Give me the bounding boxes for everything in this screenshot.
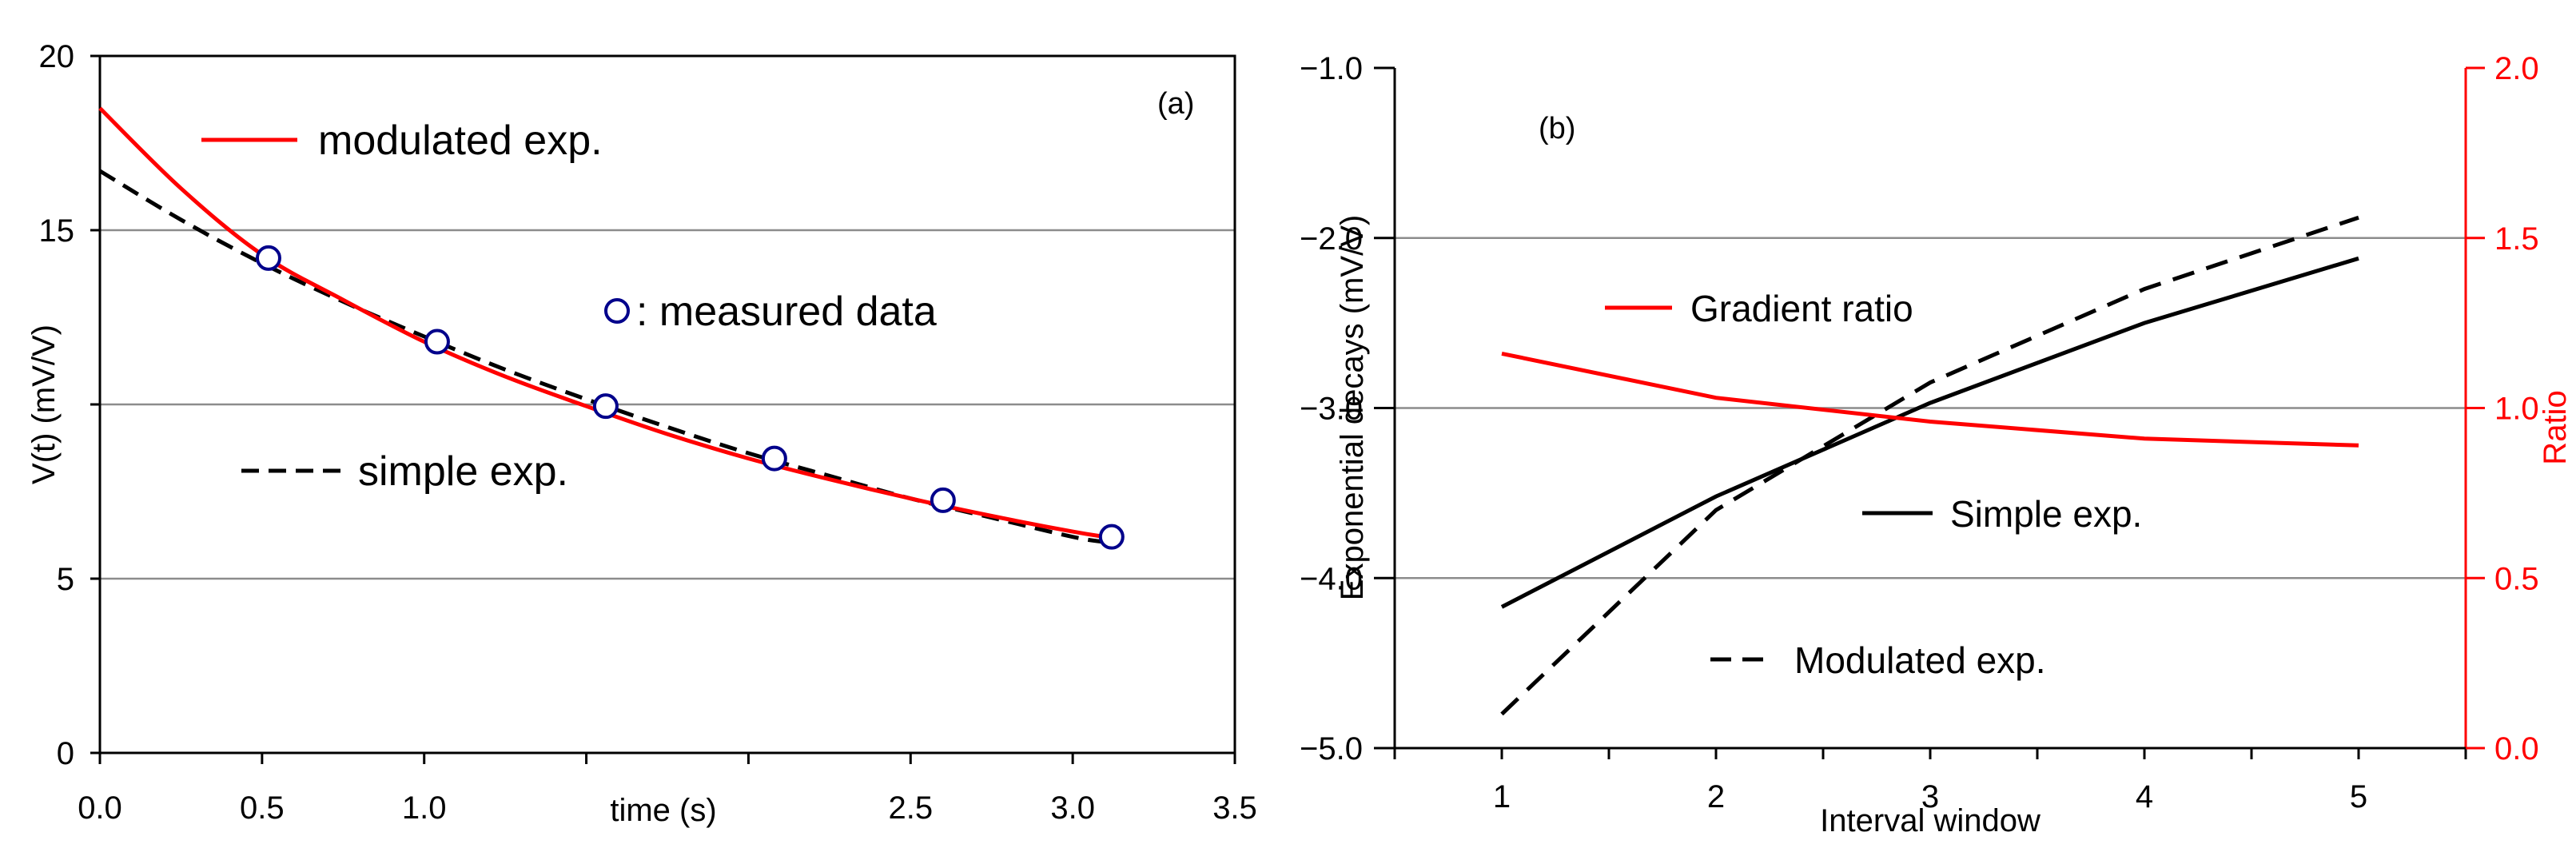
b-y2-ticks: 0.0 0.5 1.0 1.5 2.0 — [2466, 51, 2539, 766]
a-x-tick-label: 0.5 — [240, 790, 285, 826]
a-legend-modulated-label: modulated exp. — [318, 117, 603, 164]
b-y-tick-label: −4.0 — [1300, 561, 1363, 596]
b-y2-tick-label: 2.0 — [2494, 51, 2539, 86]
a-legend-simple-label: simple exp. — [358, 448, 568, 495]
b-y2-axis-label: Ratio — [2538, 390, 2573, 464]
b-y-tick-label: −3.0 — [1300, 392, 1363, 427]
b-panel-label: (b) — [1539, 112, 1575, 145]
a-x-axis-label: time (s) — [610, 793, 716, 828]
a-measured-point — [592, 393, 619, 420]
a-y-tick-label: 20 — [39, 39, 75, 74]
a-panel-label: (a) — [1157, 87, 1194, 121]
b-x-tick-label: 4 — [2136, 779, 2153, 814]
b-series-gradient-ratio-line — [1501, 351, 2359, 448]
b-y2-tick-label: 1.0 — [2494, 392, 2539, 427]
b-y-ticks: −5.0 −4.0 −3.0 −2.0 −1.0 — [1300, 51, 1395, 766]
b-legend-modulated-label: Modulated exp. — [1794, 639, 2046, 681]
a-series-layer — [98, 106, 1125, 550]
b-series-layer — [1500, 215, 2359, 716]
b-y-axis-label: Exponential decays (mV/V) — [1335, 215, 1370, 600]
a-measured-point — [761, 445, 787, 472]
b-x-tick-label: 5 — [2350, 779, 2367, 814]
a-measured-point — [424, 328, 450, 355]
b-x-tick-label: 3 — [1921, 779, 1939, 814]
b-x-tick-label: 2 — [1707, 779, 1725, 814]
a-y-tick-label: 0 — [57, 736, 74, 771]
a-y-ticks: 0 5 15 20 — [39, 39, 100, 771]
a-x-tick-label: 3.5 — [1212, 790, 1257, 826]
b-y-tick-label: −1.0 — [1300, 51, 1363, 86]
a-measured-point — [1098, 524, 1125, 550]
a-y-tick-label: 5 — [57, 562, 74, 597]
b-x-ticks: 1 2 3 4 5 — [1393, 748, 2467, 814]
chart-panel-a: 0.0 0.5 1.0 2.5 3.0 3.5 0 5 15 20 (a) time (s) V… — [26, 39, 1257, 828]
b-y-tick-label: −2.0 — [1300, 221, 1363, 257]
a-x-tick-label: 2.5 — [888, 790, 933, 826]
b-y-tick-label: −5.0 — [1300, 731, 1363, 766]
b-gridlines — [1395, 237, 2466, 579]
b-x-tick-label: 1 — [1493, 779, 1511, 814]
a-simple-exp-line — [98, 169, 1106, 544]
a-legend-measured-label: : measured data — [636, 289, 937, 335]
a-y-axis-label: V(t) (mV/V) — [26, 325, 62, 484]
a-x-ticks: 0.0 0.5 1.0 2.5 3.0 3.5 — [78, 753, 1257, 826]
b-y2-tick-label: 0.5 — [2494, 561, 2539, 596]
a-gridlines — [100, 229, 1235, 580]
b-series-simple-exp-line — [1500, 256, 2359, 609]
b-legend-simple-label: Simple exp. — [1950, 493, 2142, 535]
chart-panel-b: 1 2 3 4 5 −5.0 −4.0 −3.0 −2.0 −1.0 0.0 0.5 1.0 1.5 2… — [1300, 51, 2573, 838]
b-legend-gradient-label: Gradient ratio — [1690, 288, 1913, 329]
a-measured-point — [255, 245, 281, 271]
b-y2-tick-label: 1.5 — [2494, 221, 2539, 257]
a-y-tick-label: 15 — [39, 213, 75, 249]
a-x-tick-label: 3.0 — [1050, 790, 1095, 826]
a-legend-measured-marker — [604, 298, 630, 324]
a-x-tick-label: 1.0 — [402, 790, 447, 826]
b-y2-tick-label: 0.0 — [2494, 731, 2539, 766]
a-x-tick-label: 0.0 — [78, 790, 122, 826]
b-x-axis-label: Interval window — [1820, 803, 2040, 838]
b-series-modulated-exp-line — [1500, 215, 2359, 716]
a-measured-point — [930, 487, 956, 513]
